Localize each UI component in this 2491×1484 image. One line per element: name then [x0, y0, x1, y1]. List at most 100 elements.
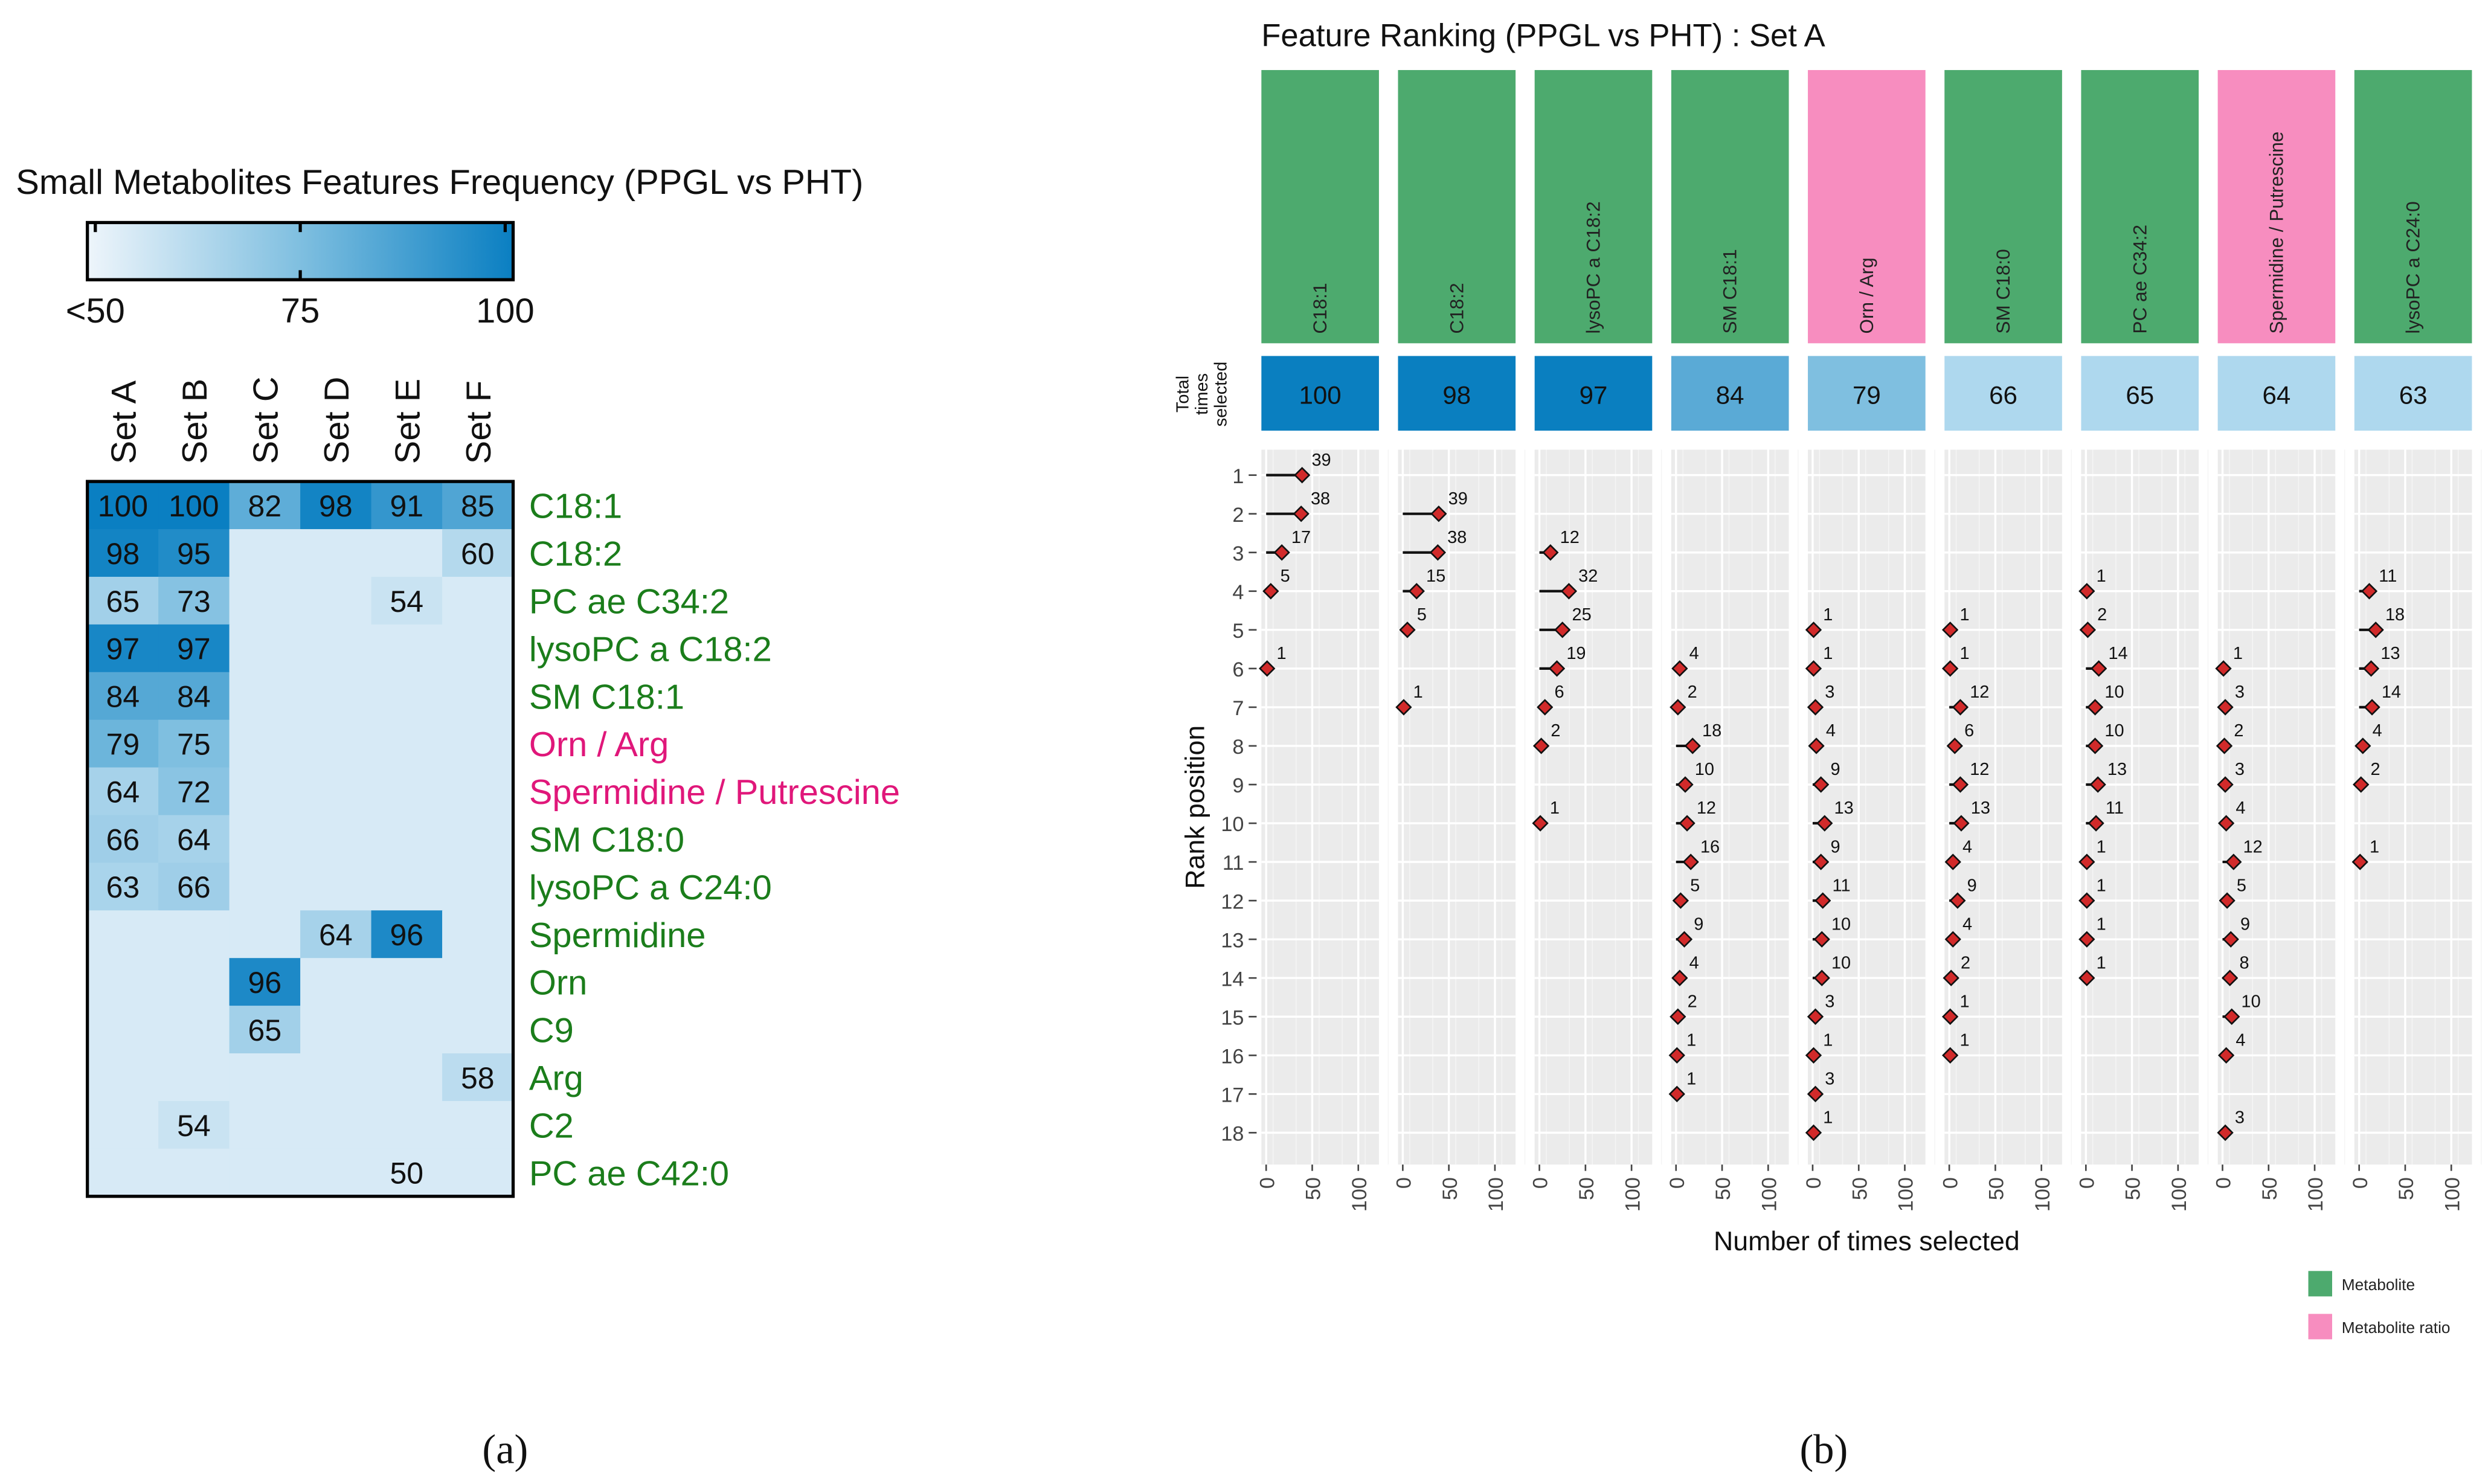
facet-name: SM C18:1: [1719, 249, 1741, 333]
rank-point: [2078, 583, 2095, 600]
point-label: 1: [1959, 1031, 1969, 1050]
rank-point: [1668, 1085, 1685, 1103]
rank-tick-label: 6: [1232, 658, 1244, 681]
rank-point: [1807, 1085, 1824, 1103]
total-box: [2081, 356, 2199, 431]
heatmap-cell: [87, 481, 159, 530]
point-label: 17: [1291, 528, 1311, 547]
rank-point: [1944, 931, 1961, 948]
cell-value: 63: [106, 870, 140, 904]
rank-point: [1813, 969, 1830, 986]
plot-panel: [2217, 449, 2336, 1165]
heatmap-cell: [158, 910, 230, 959]
point-label: 2: [1688, 992, 1697, 1011]
point-label: 1: [2097, 837, 2106, 856]
rank-point: [1676, 931, 1693, 948]
x-tick-label: 100: [2304, 1177, 2327, 1212]
panel-label-b: (b): [1799, 1427, 1848, 1473]
point-label: 12: [1970, 760, 1989, 779]
x-tick-label: 50: [1439, 1177, 1462, 1200]
colorbar-label: 100: [476, 292, 535, 330]
heatmap-cell: [442, 767, 514, 816]
cell-value: 100: [98, 489, 148, 523]
total-box: [2217, 356, 2336, 431]
rank-point: [1532, 815, 1549, 832]
rank-point: [1671, 660, 1688, 677]
point-label: 1: [2097, 953, 2106, 972]
rank-tick-label: 7: [1232, 697, 1244, 720]
rank-point: [2078, 853, 2095, 870]
point-label: 12: [1560, 528, 1580, 547]
heatmap-cell: [158, 862, 230, 911]
heatmap-cell: [442, 815, 514, 864]
facet: C18:2 98 0 50 100 39 38 15 5 1: [1393, 69, 1526, 1212]
rank-point: [2362, 660, 2380, 677]
x-tick-label: 50: [2122, 1177, 2145, 1200]
cell-value: 64: [319, 918, 353, 952]
heatmap-cell: [300, 862, 372, 911]
column-label: Set A: [104, 381, 143, 464]
cell-value: 64: [177, 823, 211, 856]
total-value: 100: [1299, 381, 1342, 409]
facet: Spermidine / Putrescine 64 0 50 100 1 3 2 3 4 12 5 9…: [2213, 69, 2345, 1212]
heatmap-cell: [371, 862, 443, 911]
point-label: 13: [1834, 798, 1854, 818]
x-tick-label: 50: [2395, 1177, 2418, 1200]
column-label: Set E: [388, 379, 427, 464]
rank-point: [2219, 892, 2235, 909]
heatmap-cell: [442, 719, 514, 768]
point-label: 6: [1964, 721, 1974, 740]
heatmap-cell: [371, 958, 443, 1007]
rank-point: [1952, 699, 1969, 716]
legend-label: Metabolite: [2342, 1276, 2415, 1294]
rank-point: [2217, 1124, 2234, 1142]
label-line: selected: [1211, 362, 1230, 427]
rank-point: [1944, 853, 1961, 870]
heatmap-cell: [87, 1100, 159, 1150]
heatmap-cell: [158, 1148, 230, 1198]
rank-tick-label: 4: [1232, 581, 1244, 604]
cell-value: 58: [461, 1061, 495, 1095]
point-label: 5: [1690, 876, 1700, 895]
row-label: lysoPC a C18:2: [529, 630, 772, 669]
x-tick-label: 0: [1393, 1177, 1416, 1189]
rank-point: [1542, 544, 1559, 561]
point-label: 10: [1831, 953, 1851, 972]
point-label: 32: [1578, 567, 1598, 586]
rank-point: [1293, 466, 1311, 484]
heatmap-cell: [87, 910, 159, 959]
rank-point: [1684, 737, 1701, 754]
colorbar-label: 75: [281, 292, 320, 330]
point-label: 11: [1833, 876, 1851, 895]
cell-value: 65: [106, 585, 140, 618]
point-label: 13: [1971, 798, 1990, 818]
point-label: 10: [2104, 721, 2124, 740]
heatmap-cell: [229, 1100, 301, 1150]
point-label: 9: [2240, 914, 2250, 934]
column-label: Set D: [318, 377, 356, 464]
rank-point: [1941, 1047, 1959, 1064]
plot-panel: [1398, 449, 1516, 1165]
point-label: 1: [1959, 644, 1969, 663]
heatmap-cell: [229, 529, 301, 578]
facet-name: PC ae C34:2: [2129, 225, 2150, 334]
rank-point: [2361, 583, 2378, 600]
row-label: C18:1: [529, 487, 622, 526]
total-value: 63: [2399, 381, 2428, 409]
total-value: 98: [1442, 381, 1471, 409]
point-label: 10: [1695, 760, 1714, 779]
point-label: 1: [1550, 798, 1560, 818]
rank-tick-label: 2: [1232, 504, 1244, 527]
heatmap-cell: [229, 910, 301, 959]
heatmap-cell: [87, 815, 159, 864]
rank-point: [1560, 583, 1578, 600]
cell-value: 97: [106, 632, 140, 666]
cell-value: 72: [177, 775, 211, 809]
heatmap-cell: [87, 767, 159, 816]
rank-point: [2217, 699, 2234, 716]
point-label: 9: [1967, 876, 1977, 895]
point-label: 9: [1830, 837, 1840, 856]
heatmap-cell: [87, 529, 159, 578]
rank-point: [1677, 776, 1694, 793]
